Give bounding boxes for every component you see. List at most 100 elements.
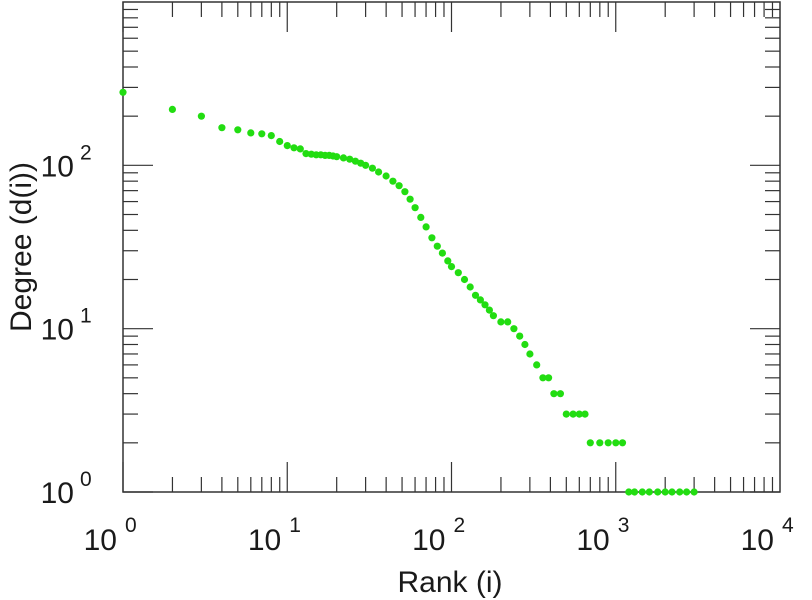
- data-point: [290, 144, 298, 152]
- y-tick-exponent: 2: [80, 141, 92, 164]
- data-point: [401, 188, 409, 196]
- data-point: [368, 164, 376, 172]
- data-point: [339, 154, 348, 162]
- x-tick-base: 10: [248, 524, 281, 557]
- x-tick-labels: 10 0 10 1 10 2 10 3 10 4: [84, 514, 794, 557]
- data-point: [218, 124, 226, 132]
- x-tick-exponent: 2: [454, 514, 466, 537]
- data-point: [645, 488, 653, 496]
- data-point: [526, 350, 534, 358]
- data-point: [676, 488, 684, 496]
- data-point: [581, 410, 589, 418]
- data-point: [668, 488, 676, 496]
- data-point: [234, 126, 242, 134]
- data-point: [539, 374, 547, 382]
- x-tick-label: 10 2: [412, 514, 465, 557]
- y-tick-exponent: 1: [80, 305, 92, 328]
- data-point: [638, 488, 646, 496]
- x-tick-label: 10 0: [84, 514, 137, 557]
- data-point: [690, 488, 698, 496]
- data-point: [267, 132, 275, 140]
- data-point: [119, 88, 127, 96]
- data-point: [389, 177, 397, 185]
- x-tick-base: 10: [84, 524, 117, 557]
- data-point: [533, 361, 541, 369]
- x-tick-base: 10: [741, 524, 774, 557]
- y-tick-labels: 10 0 10 1 10 2: [41, 141, 92, 510]
- data-point: [596, 439, 604, 447]
- data-point: [575, 410, 583, 418]
- data-point: [406, 195, 414, 203]
- x-tick-base: 10: [576, 524, 609, 557]
- axis-ticks: [122, 2, 780, 493]
- data-point: [625, 488, 633, 496]
- data-point: [466, 283, 474, 291]
- y-tick-base: 10: [41, 150, 74, 183]
- data-point: [433, 242, 441, 250]
- data-point: [683, 488, 691, 496]
- data-point: [362, 161, 370, 169]
- data-point: [346, 155, 354, 163]
- x-tick-exponent: 0: [125, 514, 137, 537]
- data-point: [489, 312, 497, 320]
- data-point: [438, 249, 446, 257]
- data-point: [471, 291, 480, 299]
- data-points: [119, 88, 698, 496]
- x-tick-exponent: 4: [782, 514, 794, 537]
- data-point: [428, 234, 436, 242]
- data-point: [604, 439, 612, 447]
- y-axis-title: Degree (d(i)): [5, 162, 38, 332]
- data-point: [516, 332, 524, 340]
- data-point: [481, 301, 489, 309]
- data-point: [382, 172, 390, 180]
- plot-frame: [122, 1, 781, 493]
- data-point: [447, 263, 456, 271]
- data-point: [556, 390, 565, 398]
- x-tick-exponent: 3: [618, 514, 630, 537]
- data-point: [569, 410, 577, 418]
- data-point: [586, 439, 594, 447]
- data-point: [612, 439, 620, 447]
- data-point: [168, 105, 176, 113]
- data-point: [197, 112, 205, 120]
- data-point: [276, 137, 284, 146]
- x-tick-label: 10 3: [576, 514, 629, 557]
- x-tick-base: 10: [412, 524, 445, 557]
- data-point: [296, 145, 304, 153]
- data-point: [630, 488, 639, 496]
- data-point: [417, 213, 425, 221]
- y-tick-base: 10: [41, 477, 74, 510]
- data-point: [411, 204, 419, 212]
- y-tick-label: 10 0: [41, 468, 92, 510]
- data-point: [258, 130, 266, 138]
- data-point: [476, 296, 484, 304]
- x-axis-title: Rank (i): [397, 566, 502, 599]
- data-point: [283, 142, 291, 150]
- data-point: [454, 269, 462, 277]
- data-point: [618, 439, 627, 447]
- data-point: [422, 223, 430, 231]
- x-tick-label: 10 1: [248, 514, 301, 557]
- data-point: [550, 390, 558, 398]
- data-point: [395, 182, 403, 190]
- data-point: [485, 306, 493, 314]
- data-point: [545, 374, 553, 382]
- data-point: [661, 488, 669, 496]
- y-tick-label: 10 2: [41, 141, 92, 183]
- y-tick-label: 10 1: [41, 305, 92, 347]
- data-point: [510, 325, 518, 333]
- data-point: [444, 257, 452, 265]
- data-point: [504, 318, 512, 326]
- y-tick-exponent: 0: [80, 468, 92, 491]
- data-point: [460, 275, 469, 284]
- data-point: [247, 129, 255, 137]
- data-point: [333, 153, 341, 161]
- data-point: [562, 410, 570, 418]
- x-tick-exponent: 1: [289, 514, 301, 537]
- data-point: [654, 488, 662, 496]
- data-point: [497, 318, 505, 326]
- data-point: [375, 168, 383, 176]
- data-point: [302, 150, 310, 158]
- y-tick-base: 10: [41, 314, 74, 347]
